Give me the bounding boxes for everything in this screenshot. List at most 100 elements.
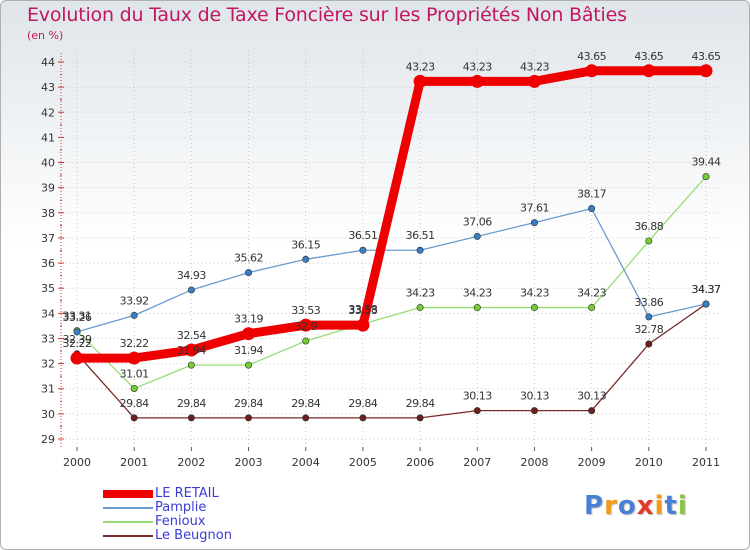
data-label: 39.44 <box>692 156 721 169</box>
legend-label: Le Beugnon <box>155 528 232 543</box>
data-point <box>416 414 424 422</box>
data-label: 34.37 <box>692 283 721 296</box>
data-point <box>699 64 713 78</box>
logo-letter: P <box>584 491 605 521</box>
x-tick-label: 2002 <box>177 456 205 469</box>
data-label: 34.23 <box>577 287 606 300</box>
x-tick-label: 2010 <box>635 456 663 469</box>
data-point <box>302 337 310 345</box>
x-tick-label: 2011 <box>692 456 720 469</box>
data-point <box>530 407 538 415</box>
data-point <box>645 237 653 245</box>
y-tick-label: 36 <box>41 257 55 270</box>
data-label: 31.01 <box>120 367 149 380</box>
data-point <box>473 304 481 312</box>
data-label: 34.23 <box>406 287 435 300</box>
data-point <box>413 74 427 88</box>
y-tick-label: 35 <box>41 282 55 295</box>
data-label: 32.9 <box>294 320 317 333</box>
x-tick-label: 2005 <box>349 456 377 469</box>
data-label: 32.54 <box>177 329 206 342</box>
data-point <box>530 304 538 312</box>
logo-letter: r <box>604 491 618 521</box>
data-label: 31.94 <box>234 344 263 357</box>
data-label: 34.23 <box>520 287 549 300</box>
data-point <box>642 64 656 78</box>
data-point <box>245 269 253 277</box>
legend-swatch <box>103 490 153 498</box>
y-tick-label: 42 <box>41 106 55 119</box>
data-label: 43.65 <box>692 50 721 63</box>
data-label: 43.23 <box>406 60 435 73</box>
data-label: 33.53 <box>291 304 320 317</box>
data-label: 29.84 <box>348 397 377 410</box>
x-tick-label: 2001 <box>120 456 148 469</box>
y-tick-label: 34 <box>41 307 55 320</box>
data-point <box>527 74 541 88</box>
x-tick-label: 2003 <box>235 456 263 469</box>
data-label: 29.84 <box>120 397 149 410</box>
y-tick-label: 43 <box>41 81 55 94</box>
data-label: 34.37 <box>692 283 721 296</box>
legend-swatch <box>103 507 153 509</box>
y-tick-label: 31 <box>41 383 55 396</box>
data-label: 33.92 <box>120 294 149 307</box>
data-point <box>585 64 599 78</box>
y-tick-label: 29 <box>41 433 55 446</box>
data-label: 29.84 <box>406 397 435 410</box>
y-tick-label: 33 <box>41 332 55 345</box>
series-line-le-beugnon <box>76 303 707 419</box>
x-tick-label: 2006 <box>406 456 434 469</box>
data-label: 34.93 <box>177 269 206 282</box>
data-point <box>184 343 198 357</box>
data-label: 32.22 <box>120 337 149 350</box>
series-line-pamplie <box>76 207 707 333</box>
y-tick-label: 41 <box>41 131 55 144</box>
data-point <box>645 313 653 321</box>
x-tick-label: 2004 <box>292 456 320 469</box>
data-label: 36.88 <box>634 220 663 233</box>
data-point <box>470 74 484 88</box>
data-point <box>302 255 310 263</box>
data-point <box>359 414 367 422</box>
data-label: 33.53 <box>348 304 377 317</box>
legend-label: Pamplie <box>155 500 207 515</box>
data-point <box>70 351 84 365</box>
data-label: 35.62 <box>234 252 263 265</box>
data-label: 33.58 <box>348 303 377 316</box>
x-tick-label: 2007 <box>463 456 491 469</box>
data-point <box>245 361 253 369</box>
series-line-fenioux <box>76 175 707 390</box>
data-label: 43.23 <box>520 60 549 73</box>
data-label: 43.65 <box>577 50 606 63</box>
data-point <box>187 286 195 294</box>
data-label: 32.78 <box>634 323 663 336</box>
data-label: 29.84 <box>177 397 206 410</box>
data-label: 32.39 <box>63 333 92 346</box>
y-tick-label: 44 <box>41 56 55 69</box>
legend-label: LE RETAIL <box>155 486 219 501</box>
data-point <box>588 304 596 312</box>
data-point <box>130 311 138 319</box>
y-axis-unit-label: (en %) <box>27 29 64 42</box>
legend-label: Fenioux <box>155 514 206 529</box>
chart-title: Evolution du Taux de Taxe Foncière sur l… <box>27 4 627 26</box>
data-point <box>588 205 596 213</box>
data-label: 38.17 <box>577 188 606 201</box>
data-label: 30.13 <box>577 390 606 403</box>
y-tick-label: 37 <box>41 232 55 245</box>
data-point <box>130 414 138 422</box>
data-point <box>473 232 481 240</box>
data-point <box>702 300 710 308</box>
x-tick-label: 2008 <box>520 456 548 469</box>
logo-letter: o <box>617 491 637 521</box>
data-label: 29.84 <box>291 397 320 410</box>
x-tick-label: 2009 <box>578 456 606 469</box>
data-point <box>416 246 424 254</box>
y-tick-label: 39 <box>41 182 55 195</box>
y-tick-label: 40 <box>41 157 55 170</box>
data-label: 34.23 <box>463 287 492 300</box>
y-tick-label: 30 <box>41 408 55 421</box>
